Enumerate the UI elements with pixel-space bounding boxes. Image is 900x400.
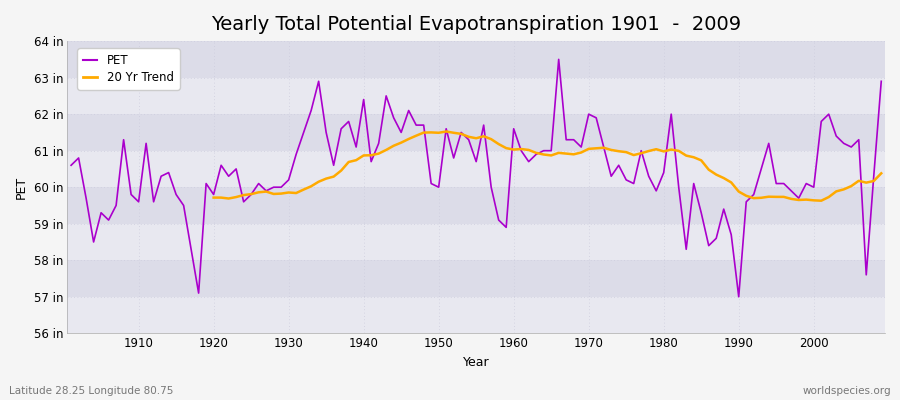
Legend: PET, 20 Yr Trend: PET, 20 Yr Trend <box>77 48 180 90</box>
Bar <box>68 260 885 297</box>
Bar <box>68 78 885 114</box>
X-axis label: Year: Year <box>463 356 490 369</box>
Bar <box>68 187 885 224</box>
Bar <box>68 114 885 151</box>
Text: worldspecies.org: worldspecies.org <box>803 386 891 396</box>
Y-axis label: PET: PET <box>15 176 28 199</box>
Bar <box>68 41 885 78</box>
Bar <box>68 151 885 187</box>
Bar <box>68 224 885 260</box>
Title: Yearly Total Potential Evapotranspiration 1901  -  2009: Yearly Total Potential Evapotranspiratio… <box>212 15 742 34</box>
Bar <box>68 297 885 333</box>
Text: Latitude 28.25 Longitude 80.75: Latitude 28.25 Longitude 80.75 <box>9 386 174 396</box>
